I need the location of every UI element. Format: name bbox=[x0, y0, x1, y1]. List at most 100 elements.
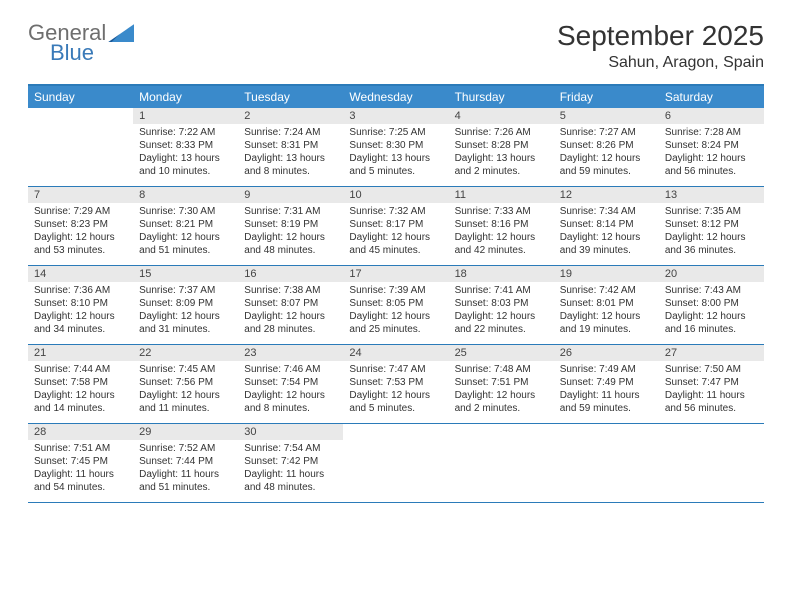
calendar-cell: 23Sunrise: 7:46 AMSunset: 7:54 PMDayligh… bbox=[238, 345, 343, 423]
logo-text-blue: Blue bbox=[50, 40, 94, 66]
day-details: Sunrise: 7:38 AMSunset: 8:07 PMDaylight:… bbox=[238, 282, 343, 340]
calendar-cell: 17Sunrise: 7:39 AMSunset: 8:05 PMDayligh… bbox=[343, 266, 448, 344]
daylight-text: Daylight: 12 hours and 25 minutes. bbox=[349, 310, 442, 336]
day-header-wednesday: Wednesday bbox=[343, 86, 448, 108]
daylight-text: Daylight: 12 hours and 42 minutes. bbox=[455, 231, 548, 257]
day-header-thursday: Thursday bbox=[449, 86, 554, 108]
sunrise-text: Sunrise: 7:38 AM bbox=[244, 284, 337, 297]
calendar-cell: 20Sunrise: 7:43 AMSunset: 8:00 PMDayligh… bbox=[659, 266, 764, 344]
calendar-cell: 9Sunrise: 7:31 AMSunset: 8:19 PMDaylight… bbox=[238, 187, 343, 265]
calendar-week: 14Sunrise: 7:36 AMSunset: 8:10 PMDayligh… bbox=[28, 266, 764, 345]
sunset-text: Sunset: 7:56 PM bbox=[139, 376, 232, 389]
day-number: 22 bbox=[133, 345, 238, 361]
daylight-text: Daylight: 12 hours and 45 minutes. bbox=[349, 231, 442, 257]
calendar-cell: 6Sunrise: 7:28 AMSunset: 8:24 PMDaylight… bbox=[659, 108, 764, 186]
day-details: Sunrise: 7:46 AMSunset: 7:54 PMDaylight:… bbox=[238, 361, 343, 419]
day-details: Sunrise: 7:48 AMSunset: 7:51 PMDaylight:… bbox=[449, 361, 554, 419]
sunrise-text: Sunrise: 7:31 AM bbox=[244, 205, 337, 218]
calendar-cell: 11Sunrise: 7:33 AMSunset: 8:16 PMDayligh… bbox=[449, 187, 554, 265]
day-details: Sunrise: 7:43 AMSunset: 8:00 PMDaylight:… bbox=[659, 282, 764, 340]
day-details: Sunrise: 7:54 AMSunset: 7:42 PMDaylight:… bbox=[238, 440, 343, 498]
day-details: Sunrise: 7:34 AMSunset: 8:14 PMDaylight:… bbox=[554, 203, 659, 261]
calendar-cell bbox=[28, 108, 133, 186]
title-block: September 2025 Sahun, Aragon, Spain bbox=[557, 20, 764, 72]
calendar-cell: 3Sunrise: 7:25 AMSunset: 8:30 PMDaylight… bbox=[343, 108, 448, 186]
sunset-text: Sunset: 7:51 PM bbox=[455, 376, 548, 389]
sunset-text: Sunset: 7:42 PM bbox=[244, 455, 337, 468]
daylight-text: Daylight: 11 hours and 48 minutes. bbox=[244, 468, 337, 494]
sunset-text: Sunset: 8:12 PM bbox=[665, 218, 758, 231]
day-number: 13 bbox=[659, 187, 764, 203]
calendar-cell: 12Sunrise: 7:34 AMSunset: 8:14 PMDayligh… bbox=[554, 187, 659, 265]
day-details: Sunrise: 7:30 AMSunset: 8:21 PMDaylight:… bbox=[133, 203, 238, 261]
calendar-cell: 5Sunrise: 7:27 AMSunset: 8:26 PMDaylight… bbox=[554, 108, 659, 186]
location: Sahun, Aragon, Spain bbox=[557, 54, 764, 72]
day-details: Sunrise: 7:31 AMSunset: 8:19 PMDaylight:… bbox=[238, 203, 343, 261]
day-details: Sunrise: 7:26 AMSunset: 8:28 PMDaylight:… bbox=[449, 124, 554, 182]
day-details: Sunrise: 7:32 AMSunset: 8:17 PMDaylight:… bbox=[343, 203, 448, 261]
sunset-text: Sunset: 8:14 PM bbox=[560, 218, 653, 231]
calendar-cell: 4Sunrise: 7:26 AMSunset: 8:28 PMDaylight… bbox=[449, 108, 554, 186]
day-details: Sunrise: 7:36 AMSunset: 8:10 PMDaylight:… bbox=[28, 282, 133, 340]
day-details: Sunrise: 7:27 AMSunset: 8:26 PMDaylight:… bbox=[554, 124, 659, 182]
sunrise-text: Sunrise: 7:44 AM bbox=[34, 363, 127, 376]
sunrise-text: Sunrise: 7:41 AM bbox=[455, 284, 548, 297]
sunset-text: Sunset: 8:28 PM bbox=[455, 139, 548, 152]
sunrise-text: Sunrise: 7:52 AM bbox=[139, 442, 232, 455]
daylight-text: Daylight: 11 hours and 54 minutes. bbox=[34, 468, 127, 494]
calendar-cell: 25Sunrise: 7:48 AMSunset: 7:51 PMDayligh… bbox=[449, 345, 554, 423]
day-number: 2 bbox=[238, 108, 343, 124]
sunset-text: Sunset: 8:33 PM bbox=[139, 139, 232, 152]
daylight-text: Daylight: 13 hours and 2 minutes. bbox=[455, 152, 548, 178]
sunrise-text: Sunrise: 7:51 AM bbox=[34, 442, 127, 455]
calendar-cell: 18Sunrise: 7:41 AMSunset: 8:03 PMDayligh… bbox=[449, 266, 554, 344]
sunrise-text: Sunrise: 7:33 AM bbox=[455, 205, 548, 218]
daylight-text: Daylight: 11 hours and 59 minutes. bbox=[560, 389, 653, 415]
daylight-text: Daylight: 12 hours and 31 minutes. bbox=[139, 310, 232, 336]
day-number: 11 bbox=[449, 187, 554, 203]
sunrise-text: Sunrise: 7:28 AM bbox=[665, 126, 758, 139]
day-details: Sunrise: 7:41 AMSunset: 8:03 PMDaylight:… bbox=[449, 282, 554, 340]
calendar-cell: 24Sunrise: 7:47 AMSunset: 7:53 PMDayligh… bbox=[343, 345, 448, 423]
sunrise-text: Sunrise: 7:35 AM bbox=[665, 205, 758, 218]
day-number: 23 bbox=[238, 345, 343, 361]
sunrise-text: Sunrise: 7:34 AM bbox=[560, 205, 653, 218]
day-details: Sunrise: 7:24 AMSunset: 8:31 PMDaylight:… bbox=[238, 124, 343, 182]
calendar-week: 21Sunrise: 7:44 AMSunset: 7:58 PMDayligh… bbox=[28, 345, 764, 424]
day-header-friday: Friday bbox=[554, 86, 659, 108]
sunrise-text: Sunrise: 7:30 AM bbox=[139, 205, 232, 218]
day-details: Sunrise: 7:47 AMSunset: 7:53 PMDaylight:… bbox=[343, 361, 448, 419]
daylight-text: Daylight: 12 hours and 34 minutes. bbox=[34, 310, 127, 336]
calendar-cell: 16Sunrise: 7:38 AMSunset: 8:07 PMDayligh… bbox=[238, 266, 343, 344]
calendar-cell: 2Sunrise: 7:24 AMSunset: 8:31 PMDaylight… bbox=[238, 108, 343, 186]
sunset-text: Sunset: 8:30 PM bbox=[349, 139, 442, 152]
sunset-text: Sunset: 8:23 PM bbox=[34, 218, 127, 231]
day-number: 15 bbox=[133, 266, 238, 282]
day-number: 3 bbox=[343, 108, 448, 124]
daylight-text: Daylight: 11 hours and 51 minutes. bbox=[139, 468, 232, 494]
day-number bbox=[343, 424, 448, 428]
sunrise-text: Sunrise: 7:37 AM bbox=[139, 284, 232, 297]
sunrise-text: Sunrise: 7:24 AM bbox=[244, 126, 337, 139]
sunset-text: Sunset: 7:58 PM bbox=[34, 376, 127, 389]
sunset-text: Sunset: 7:49 PM bbox=[560, 376, 653, 389]
sunset-text: Sunset: 8:10 PM bbox=[34, 297, 127, 310]
calendar-cell: 30Sunrise: 7:54 AMSunset: 7:42 PMDayligh… bbox=[238, 424, 343, 502]
day-number: 5 bbox=[554, 108, 659, 124]
calendar-cell: 15 Sunrise: 7:37 AMSunset: 8:09 PMDayligh… bbox=[133, 266, 238, 344]
sunrise-text: Sunrise: 7:22 AM bbox=[139, 126, 232, 139]
day-details: Sunrise: 7:44 AMSunset: 7:58 PMDaylight:… bbox=[28, 361, 133, 419]
day-details: Sunrise: 7:42 AMSunset: 8:01 PMDaylight:… bbox=[554, 282, 659, 340]
sunrise-text: Sunrise: 7:26 AM bbox=[455, 126, 548, 139]
calendar-cell: 14Sunrise: 7:36 AMSunset: 8:10 PMDayligh… bbox=[28, 266, 133, 344]
sunset-text: Sunset: 8:09 PM bbox=[139, 297, 232, 310]
daylight-text: Daylight: 12 hours and 56 minutes. bbox=[665, 152, 758, 178]
daylight-text: Daylight: 12 hours and 28 minutes. bbox=[244, 310, 337, 336]
weeks-container: 1Sunrise: 7:22 AMSunset: 8:33 PMDaylight… bbox=[28, 108, 764, 503]
day-number: 9 bbox=[238, 187, 343, 203]
calendar-cell: 27Sunrise: 7:50 AMSunset: 7:47 PMDayligh… bbox=[659, 345, 764, 423]
calendar: Sunday Monday Tuesday Wednesday Thursday… bbox=[28, 84, 764, 503]
calendar-cell: 8Sunrise: 7:30 AMSunset: 8:21 PMDaylight… bbox=[133, 187, 238, 265]
calendar-cell: 21Sunrise: 7:44 AMSunset: 7:58 PMDayligh… bbox=[28, 345, 133, 423]
sunset-text: Sunset: 8:05 PM bbox=[349, 297, 442, 310]
